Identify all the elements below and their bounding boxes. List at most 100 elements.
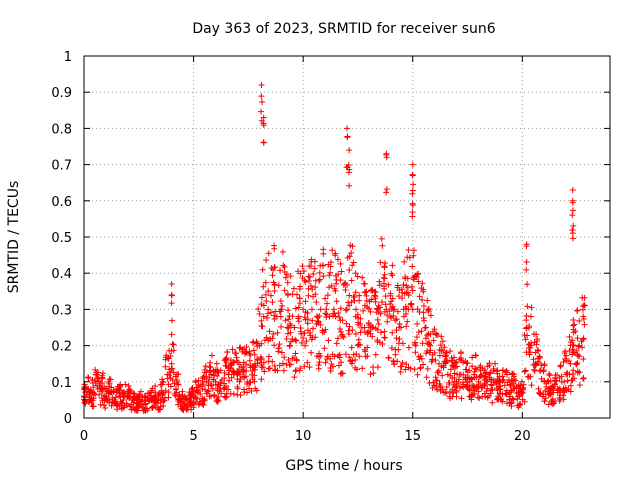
data-point (94, 375, 101, 382)
data-point (214, 398, 221, 405)
data-point (457, 350, 464, 357)
data-point (561, 389, 568, 396)
data-point (201, 397, 208, 404)
data-point (168, 291, 175, 298)
data-point (345, 162, 352, 169)
data-point (258, 317, 265, 324)
data-point (215, 369, 222, 376)
data-point (145, 397, 152, 404)
data-point (364, 344, 371, 351)
data-point (409, 172, 416, 179)
data-point (267, 292, 274, 299)
data-point (579, 294, 586, 301)
data-point (420, 361, 427, 368)
data-point (227, 365, 234, 372)
data-point (335, 310, 342, 317)
data-point (92, 366, 99, 373)
data-point (460, 359, 467, 366)
data-point (389, 329, 396, 336)
data-point (561, 350, 568, 357)
data-point (399, 340, 406, 347)
data-point (442, 352, 449, 359)
data-point (409, 190, 416, 197)
data-point (203, 373, 210, 380)
data-point (419, 340, 426, 347)
data-point (411, 366, 418, 373)
data-point (549, 385, 556, 392)
data-point (422, 335, 429, 342)
data-point (365, 319, 372, 326)
data-point (367, 371, 374, 378)
data-point (412, 342, 419, 349)
data-point (326, 284, 333, 291)
data-point (503, 391, 510, 398)
data-point (510, 380, 517, 387)
data-point (363, 292, 370, 299)
data-point (302, 342, 309, 349)
data-point (285, 316, 292, 323)
data-point (455, 380, 462, 387)
data-point (274, 329, 281, 336)
data-point (466, 367, 473, 374)
data-point (527, 373, 534, 380)
data-point (406, 254, 413, 261)
data-point (437, 383, 444, 390)
data-point (383, 186, 390, 193)
data-point (372, 351, 379, 358)
data-point (417, 365, 424, 372)
data-point (306, 274, 313, 281)
data-point (320, 246, 327, 253)
data-point (174, 378, 181, 385)
data-point (566, 347, 573, 354)
data-point (349, 243, 356, 250)
data-point (342, 280, 349, 287)
data-point (447, 348, 454, 355)
data-point (392, 351, 399, 358)
data-point (221, 375, 228, 382)
data-point (300, 268, 307, 275)
data-point (316, 278, 323, 285)
data-point (542, 395, 549, 402)
data-point (430, 328, 437, 335)
data-point (473, 383, 480, 390)
data-point (85, 375, 92, 381)
data-point (260, 139, 267, 146)
x-tick-label: 10 (295, 429, 312, 444)
data-point (292, 336, 299, 343)
data-point (380, 274, 387, 281)
data-point (472, 365, 479, 372)
data-point (460, 371, 467, 378)
data-point (419, 280, 426, 287)
data-point (113, 389, 120, 396)
data-point (521, 331, 528, 338)
data-point (114, 383, 121, 390)
data-point (293, 337, 300, 344)
data-point (286, 361, 293, 368)
data-point (237, 392, 244, 399)
grid (84, 56, 610, 418)
data-point (152, 383, 159, 390)
data-point (439, 386, 446, 393)
y-tick-label: 0.3 (51, 303, 72, 318)
data-point (425, 306, 432, 313)
data-point (144, 390, 151, 397)
data-point (293, 357, 300, 364)
data-point (197, 398, 204, 405)
data-point (561, 378, 568, 385)
data-point (410, 181, 417, 188)
data-point (317, 306, 324, 313)
data-point (317, 321, 324, 328)
data-point (168, 365, 175, 372)
data-point (383, 152, 390, 159)
data-point (580, 313, 587, 320)
data-point (524, 332, 531, 339)
data-point (531, 339, 538, 346)
data-point (435, 369, 442, 376)
data-point (152, 389, 159, 396)
data-point (580, 335, 587, 342)
data-point (237, 344, 244, 351)
data-point (327, 355, 334, 362)
data-point (547, 378, 554, 385)
data-point (353, 306, 360, 313)
data-point (110, 387, 117, 394)
